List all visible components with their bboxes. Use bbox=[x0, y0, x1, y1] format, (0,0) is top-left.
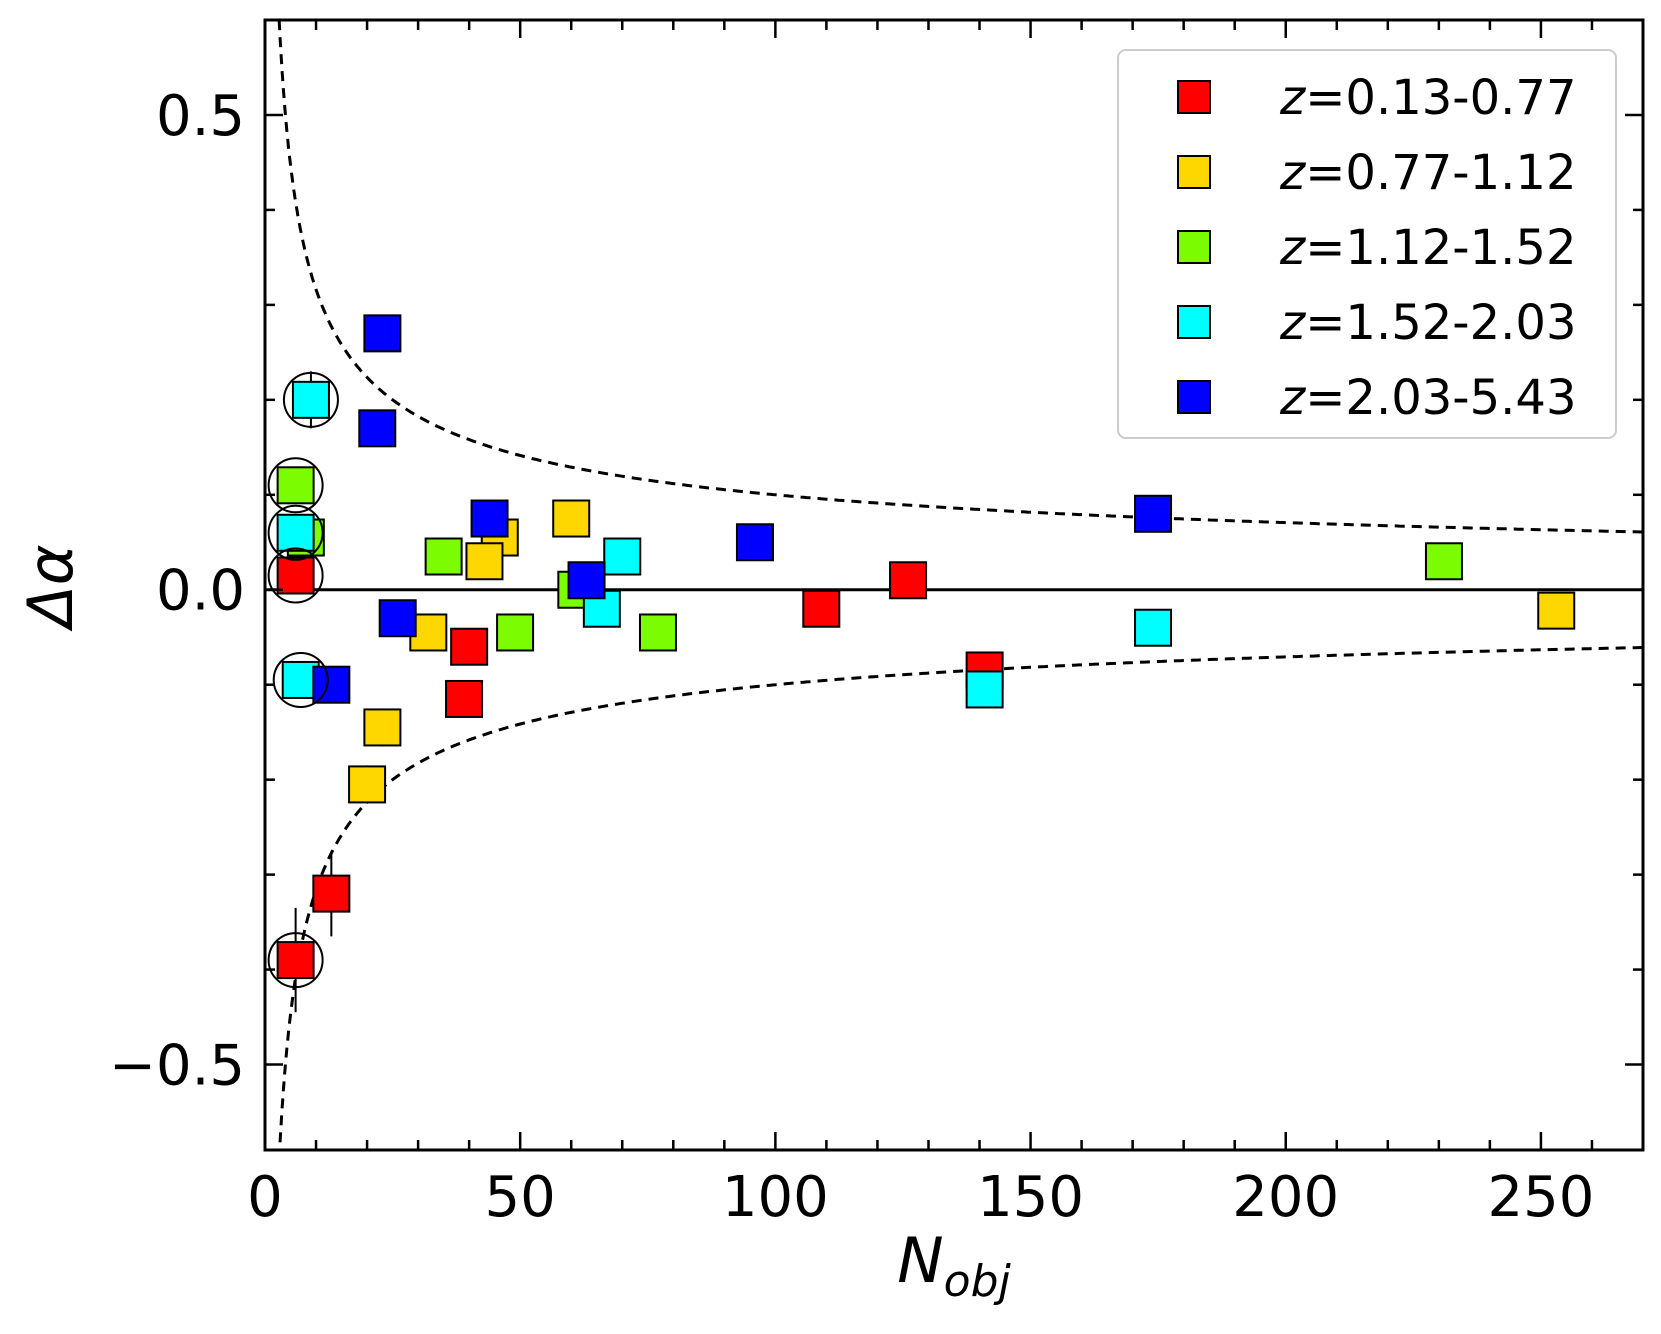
y-axis-label: Δα bbox=[14, 544, 87, 631]
legend-marker bbox=[1177, 305, 1211, 339]
y-tick-label: 0.5 bbox=[156, 84, 245, 149]
y-tick-label: −0.5 bbox=[109, 1034, 245, 1099]
x-tick-label: 50 bbox=[485, 1165, 556, 1230]
highlight-circle bbox=[282, 371, 339, 428]
x-tick-label: 200 bbox=[1232, 1165, 1339, 1230]
x-axis-title: Nobj bbox=[897, 1224, 1011, 1307]
data-point bbox=[735, 523, 774, 562]
legend-marker bbox=[1177, 80, 1211, 114]
data-point bbox=[276, 941, 315, 980]
svg-text:Nobj: Nobj bbox=[897, 1224, 1011, 1307]
data-point bbox=[424, 537, 463, 576]
legend-label: z=1.52-2.03 bbox=[1279, 295, 1577, 351]
data-point bbox=[965, 670, 1004, 709]
data-point bbox=[1134, 494, 1173, 533]
data-point bbox=[276, 556, 315, 595]
x-tick-label: 100 bbox=[722, 1165, 829, 1230]
legend-label: z=0.77-1.12 bbox=[1279, 145, 1577, 201]
envelope-curve-upper bbox=[277, 20, 1643, 534]
x-tick-label: 250 bbox=[1487, 1165, 1594, 1230]
highlight-circle bbox=[267, 504, 324, 561]
legend-frame bbox=[1117, 49, 1617, 439]
data-point bbox=[358, 409, 397, 448]
data-point bbox=[1424, 542, 1463, 581]
legend: z=0.13-0.77 z=0.77-1.12 z=1.12-1.52 z=1.52-… bbox=[1117, 49, 1617, 439]
data-point bbox=[450, 627, 489, 666]
data-point bbox=[552, 499, 591, 538]
legend-label: z=2.03-5.43 bbox=[1279, 370, 1577, 426]
plot-content bbox=[265, 20, 1643, 1150]
legend-label: z=0.13-0.77 bbox=[1279, 70, 1577, 126]
data-point bbox=[363, 708, 402, 747]
legend-label: z=1.12-1.52 bbox=[1279, 220, 1577, 276]
data-point bbox=[603, 537, 642, 576]
y-tick-label: 0.0 bbox=[156, 559, 245, 624]
data-point bbox=[1134, 608, 1173, 647]
x-axis-label: N bbox=[897, 1224, 943, 1297]
data-point bbox=[470, 499, 509, 538]
highlight-circle bbox=[267, 547, 324, 604]
data-point bbox=[291, 380, 330, 419]
axis-ticks: 0 50 100 150 200 250 0.5 0.0 −0.5 bbox=[109, 18, 1645, 1230]
data-point bbox=[889, 561, 928, 600]
data-point bbox=[638, 613, 677, 652]
data-point bbox=[348, 765, 387, 804]
envelope-curve-lower bbox=[278, 646, 1643, 1150]
data-point bbox=[567, 561, 606, 600]
data-point bbox=[276, 513, 315, 552]
x-tick-label: 150 bbox=[977, 1165, 1084, 1230]
highlight-circle bbox=[272, 651, 329, 708]
legend-marker bbox=[1177, 380, 1211, 414]
x-axis-label-subscript: obj bbox=[944, 1256, 1012, 1307]
x-tick-label: 0 bbox=[247, 1165, 283, 1230]
data-point bbox=[312, 874, 351, 913]
data-point bbox=[276, 466, 315, 505]
data-point bbox=[363, 314, 402, 353]
highlight-circle bbox=[267, 932, 324, 989]
data-point bbox=[465, 542, 504, 581]
legend-marker bbox=[1177, 155, 1211, 189]
plot-frame bbox=[263, 18, 1645, 1152]
data-point bbox=[445, 679, 484, 718]
highlight-circle bbox=[267, 457, 324, 514]
data-point bbox=[802, 589, 841, 628]
data-point bbox=[496, 613, 535, 652]
data-point bbox=[378, 599, 417, 638]
data-point bbox=[312, 665, 351, 704]
data-point bbox=[1537, 591, 1576, 630]
legend-marker bbox=[1177, 230, 1211, 264]
